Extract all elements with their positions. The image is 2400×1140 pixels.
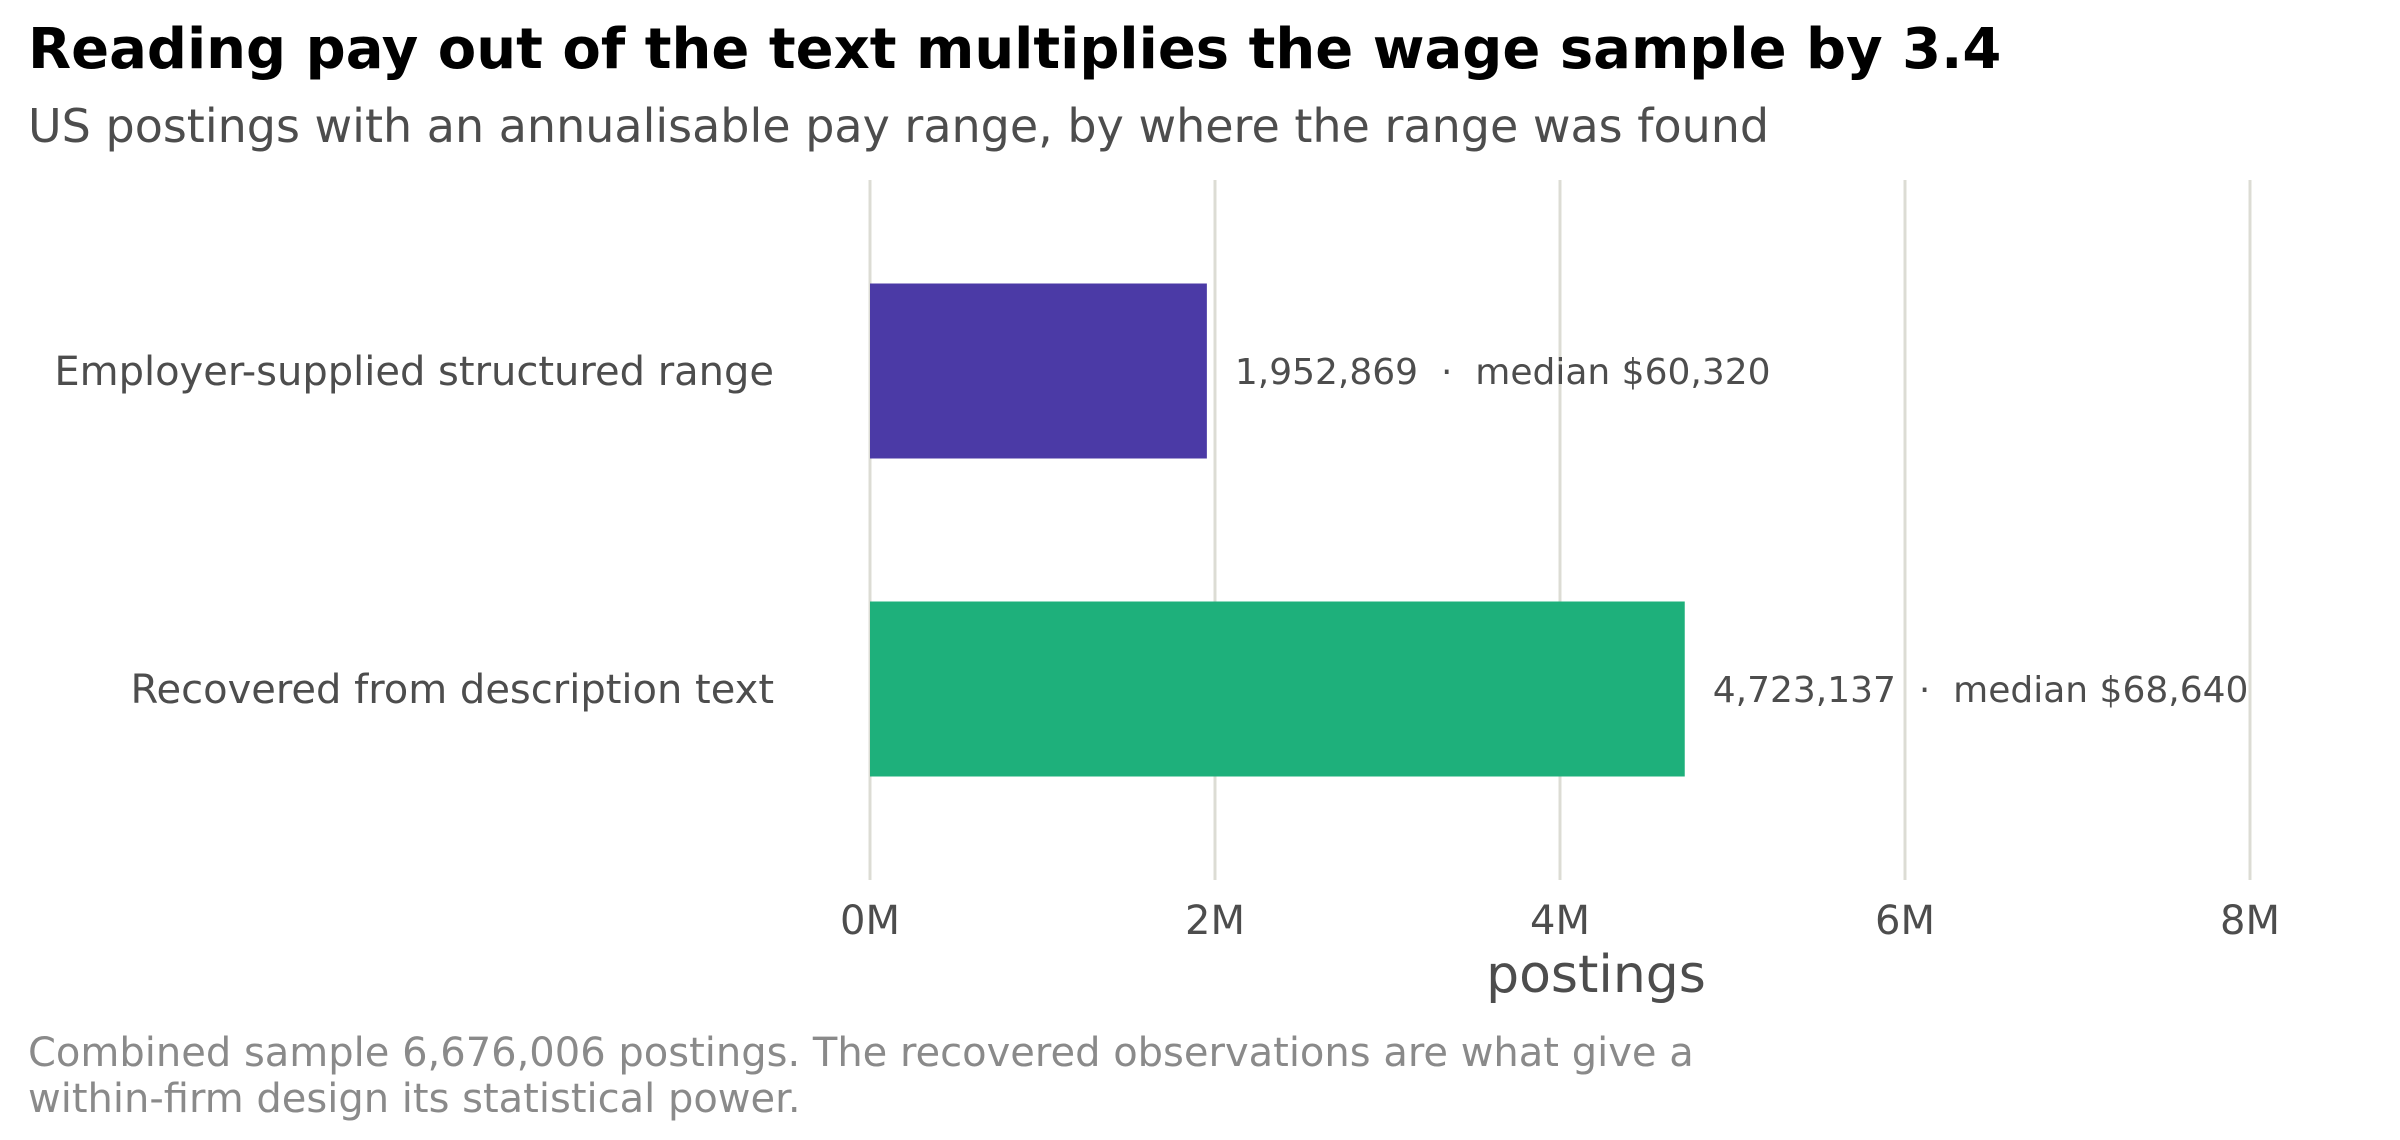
x-tick-label-2: 4M (1530, 898, 1590, 944)
category-label-1: Recovered from description text (131, 667, 775, 713)
bar-1 (870, 601, 1685, 777)
x-tick-label-3: 6M (1875, 898, 1935, 944)
x-axis-title: postings (1486, 945, 1706, 1005)
data-label-1: 4,723,137 · median $68,640 (1713, 670, 2249, 711)
footnote-line-2: within-firm design its statistical power… (28, 1076, 801, 1122)
category-label-0: Employer-supplied structured range (54, 349, 774, 395)
data-labels: 1,952,869 · median $60,320 4,723,137 · me… (1235, 352, 2249, 711)
x-tick-label-4: 8M (2220, 898, 2280, 944)
bar-0 (870, 283, 1207, 459)
data-label-0: 1,952,869 · median $60,320 (1235, 352, 1771, 393)
bars (870, 283, 1685, 777)
category-labels: Employer-supplied structured range Recove… (54, 349, 774, 713)
chart-subtitle: US postings with an annualisable pay ran… (28, 99, 1769, 153)
x-tick-labels: 0M 2M 4M 6M 8M (840, 898, 2280, 944)
chart-title: Reading pay out of the text multiplies t… (28, 17, 2001, 82)
x-tick-label-1: 2M (1185, 898, 1245, 944)
footnote-line-1: Combined sample 6,676,006 postings. The … (28, 1030, 1694, 1076)
x-tick-label-0: 0M (840, 898, 900, 944)
